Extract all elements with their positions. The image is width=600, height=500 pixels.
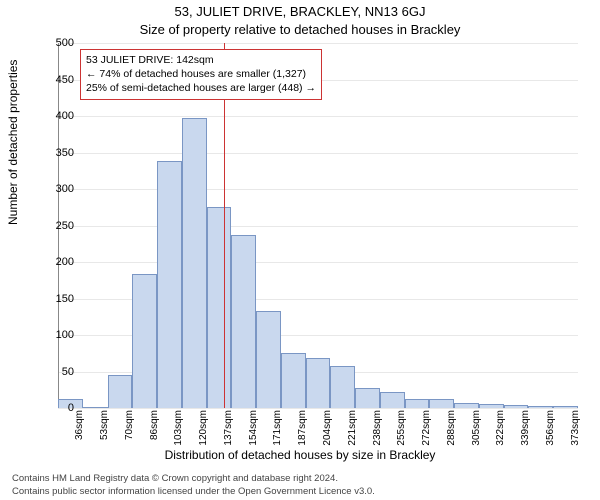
x-tick-label: 339sqm [520, 410, 531, 450]
histogram-bar [108, 375, 133, 408]
sub-title: Size of property relative to detached ho… [0, 22, 600, 37]
histogram-bar [454, 403, 479, 408]
x-tick-label: 86sqm [149, 410, 160, 450]
x-tick-label: 305sqm [471, 410, 482, 450]
histogram-bar [429, 399, 454, 408]
annotation-box: 53 JULIET DRIVE: 142sqm← 74% of detached… [80, 49, 322, 100]
histogram-bar [83, 407, 108, 408]
y-tick-label: 400 [56, 110, 74, 122]
x-tick-label: 255sqm [396, 410, 407, 450]
gridline [58, 153, 578, 154]
y-tick-label: 250 [56, 220, 74, 232]
x-tick-label: 322sqm [495, 410, 506, 450]
histogram-bar [281, 353, 306, 408]
x-tick-label: 137sqm [223, 410, 234, 450]
x-tick-label: 103sqm [173, 410, 184, 450]
main-title: 53, JULIET DRIVE, BRACKLEY, NN13 6GJ [0, 4, 600, 19]
x-tick-label: 204sqm [322, 410, 333, 450]
histogram-bar [207, 207, 232, 408]
y-tick-label: 300 [56, 183, 74, 195]
y-tick-label: 200 [56, 256, 74, 268]
y-tick-label: 50 [62, 366, 74, 378]
x-tick-label: 120sqm [198, 410, 209, 450]
x-tick-label: 373sqm [570, 410, 581, 450]
histogram-bar [231, 235, 256, 408]
histogram-bar [132, 274, 157, 408]
y-tick-label: 150 [56, 293, 74, 305]
x-tick-label: 272sqm [421, 410, 432, 450]
x-tick-label: 154sqm [248, 410, 259, 450]
y-axis-label: Number of detached properties [6, 60, 20, 225]
annotation-line: ← 74% of detached houses are smaller (1,… [86, 67, 316, 81]
gridline [58, 116, 578, 117]
x-tick-label: 53sqm [99, 410, 110, 450]
gridline [58, 262, 578, 263]
histogram-bar [553, 406, 578, 408]
y-tick-label: 500 [56, 37, 74, 49]
histogram-bar [528, 406, 553, 408]
histogram-bar [330, 366, 355, 408]
y-tick-label: 100 [56, 329, 74, 341]
y-tick-label: 450 [56, 74, 74, 86]
histogram-bar [157, 161, 182, 408]
gridline [58, 189, 578, 190]
x-tick-label: 171sqm [272, 410, 283, 450]
histogram-bar [306, 358, 331, 408]
x-tick-label: 356sqm [545, 410, 556, 450]
histogram-bar [355, 388, 380, 408]
footer: Contains HM Land Registry data © Crown c… [12, 473, 375, 498]
annotation-line: 53 JULIET DRIVE: 142sqm [86, 53, 316, 67]
plot-area: 53 JULIET DRIVE: 142sqm← 74% of detached… [58, 43, 578, 408]
x-tick-label: 288sqm [446, 410, 457, 450]
gridline [58, 43, 578, 44]
histogram-bar [182, 118, 207, 408]
histogram-bar [256, 311, 281, 408]
footer-line-1: Contains HM Land Registry data © Crown c… [12, 473, 375, 485]
histogram-bar [405, 399, 430, 408]
gridline [58, 408, 578, 409]
y-tick-label: 350 [56, 147, 74, 159]
gridline [58, 226, 578, 227]
x-axis-label: Distribution of detached houses by size … [0, 448, 600, 462]
x-tick-label: 36sqm [74, 410, 85, 450]
annotation-line: 25% of semi-detached houses are larger (… [86, 81, 316, 95]
x-tick-label: 238sqm [372, 410, 383, 450]
x-tick-label: 187sqm [297, 410, 308, 450]
chart-container: 53, JULIET DRIVE, BRACKLEY, NN13 6GJ Siz… [0, 0, 600, 500]
histogram-bar [479, 404, 504, 408]
histogram-bar [504, 405, 529, 408]
x-tick-label: 221sqm [347, 410, 358, 450]
histogram-bar [380, 392, 405, 408]
footer-line-2: Contains public sector information licen… [12, 486, 375, 498]
x-tick-label: 70sqm [124, 410, 135, 450]
